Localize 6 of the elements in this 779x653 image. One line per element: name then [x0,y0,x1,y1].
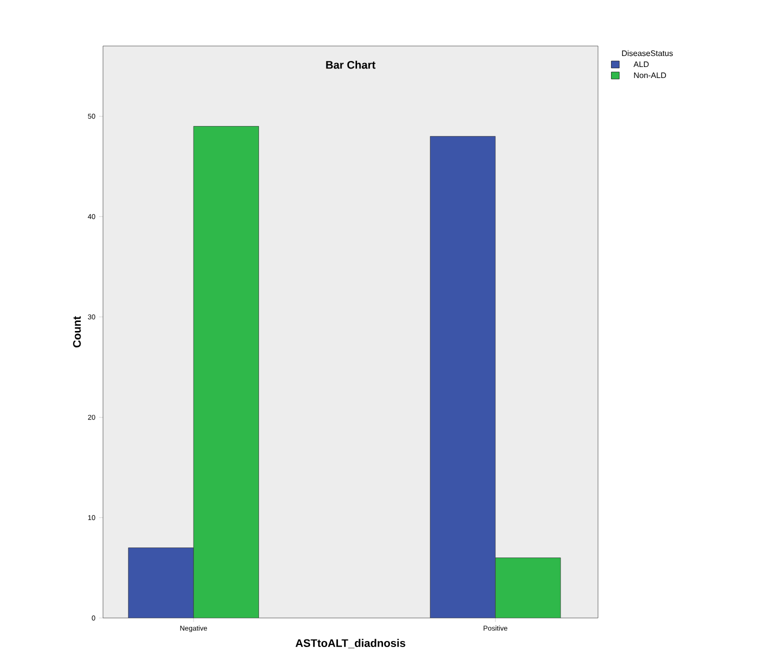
text: Bar Chart [326,60,376,69]
y-axis-title: Count [73,316,81,348]
legend-title: DiseaseStatus [622,50,673,56]
legend-label: ALD [634,61,649,67]
legend-label: Non-ALD [634,72,666,78]
x-axis-title: ASTtoALT_diadnosis [296,638,406,648]
